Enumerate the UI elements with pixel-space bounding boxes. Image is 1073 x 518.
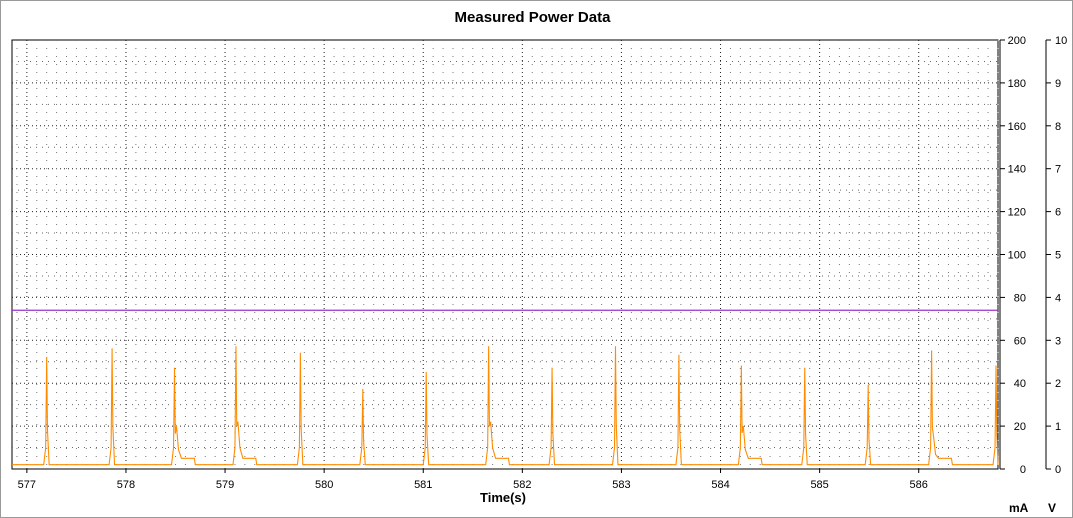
current-peak-point xyxy=(867,384,869,386)
current-peak-point xyxy=(804,367,806,369)
current-peak-point xyxy=(931,350,933,352)
x-axis-title: Time(s) xyxy=(480,490,526,505)
current-peak-point xyxy=(678,354,680,356)
current-peak-point xyxy=(740,365,742,367)
y-left-tick-label: 60 xyxy=(1014,335,1026,347)
y-right-tick-label: 5 xyxy=(1055,250,1061,262)
y-left-tick-label: 100 xyxy=(1008,250,1026,262)
current-peak-point xyxy=(299,352,301,354)
current-peak-point xyxy=(111,348,113,350)
x-tick-label: 577 xyxy=(18,479,36,491)
y-right-tick-label: 2 xyxy=(1055,378,1061,390)
y-right-tick-label: 3 xyxy=(1055,335,1061,347)
x-tick-label: 584 xyxy=(711,479,729,491)
y-left-tick-label: 180 xyxy=(1008,78,1026,90)
x-tick-label: 586 xyxy=(910,479,928,491)
y-right-tick-label: 8 xyxy=(1055,121,1061,133)
y-right-tick-label: 0 xyxy=(1055,464,1061,476)
y-right-tick-label: 6 xyxy=(1055,207,1061,219)
x-tick-label: 581 xyxy=(414,479,432,491)
y-right-tick-label: 10 xyxy=(1055,35,1067,47)
y-left-tick-label: 140 xyxy=(1008,164,1026,176)
x-tick-label: 585 xyxy=(810,479,828,491)
y-left-tick-label: 120 xyxy=(1008,207,1026,219)
series-current-line xyxy=(12,346,999,466)
y-left-tick-label: 40 xyxy=(1014,378,1026,390)
y-right-tick-label: 4 xyxy=(1055,292,1061,304)
y-right-tick-label: 7 xyxy=(1055,164,1061,176)
current-peak-point xyxy=(425,371,427,374)
y-right-tick-label: 1 xyxy=(1055,421,1061,433)
x-tick-label: 580 xyxy=(315,479,333,491)
current-peak-point xyxy=(551,367,553,369)
current-peak-point xyxy=(488,346,490,348)
left-axis-unit: mA xyxy=(1009,501,1029,515)
chart-title: Measured Power Data xyxy=(454,9,611,26)
y-left-tick-label: 160 xyxy=(1008,121,1026,133)
current-peak-point xyxy=(995,365,997,367)
y-left-tick-label: 20 xyxy=(1014,421,1026,433)
current-peak-point xyxy=(173,367,176,369)
current-peak-point xyxy=(362,389,364,391)
x-tick-label: 578 xyxy=(117,479,135,491)
y-left-tick-label: 0 xyxy=(1020,464,1026,476)
current-peak-point xyxy=(614,346,617,348)
x-tick-label: 579 xyxy=(216,479,234,491)
y-right-tick-label: 9 xyxy=(1055,78,1061,90)
y-left-tick-label: 200 xyxy=(1008,35,1026,47)
current-peak-point xyxy=(235,346,237,348)
y-left-tick-label: 80 xyxy=(1014,292,1026,304)
right-axis-unit: V xyxy=(1048,501,1057,515)
current-peak-point xyxy=(46,356,48,359)
x-tick-label: 582 xyxy=(513,479,531,491)
x-tick-label: 583 xyxy=(612,479,630,491)
